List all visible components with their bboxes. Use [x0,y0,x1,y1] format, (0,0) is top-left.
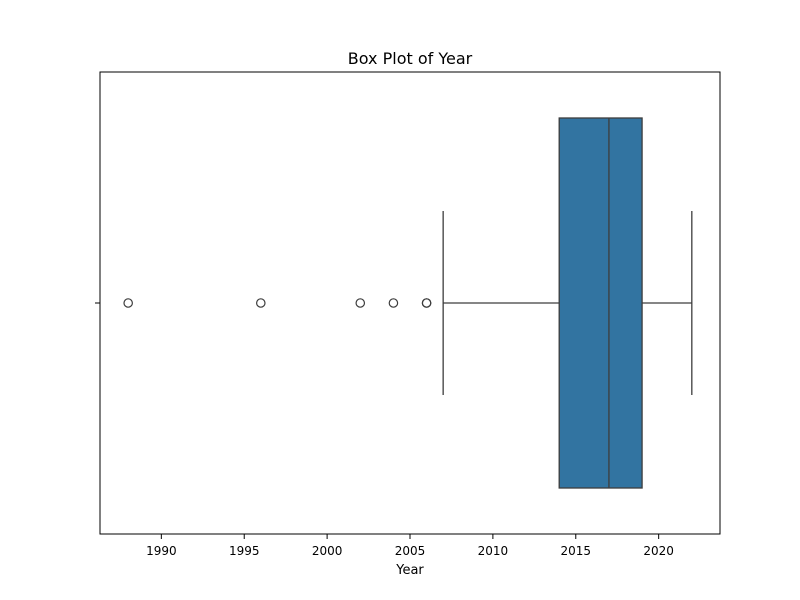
x-tick-label: 2005 [395,544,426,558]
x-tick-label: 2015 [561,544,592,558]
iqr-box [558,117,643,489]
outlier-point [256,298,266,308]
outlier-point [388,298,399,308]
outlier-point [355,298,366,308]
x-tick-label: 2010 [478,544,509,558]
x-tick-label: 2020 [643,544,674,558]
plot-area [123,117,693,489]
x-axis-label: Year [395,563,424,578]
x-tick-label: 1995 [229,544,260,558]
chart-title: Box Plot of Year [348,49,473,68]
x-axis: 1990 1995 2000 2005 2010 2015 2020 [146,534,674,558]
outlier-point [123,298,133,308]
x-tick-label: 2000 [312,544,343,558]
outlier-point [421,298,432,308]
x-tick-label: 1990 [146,544,177,558]
